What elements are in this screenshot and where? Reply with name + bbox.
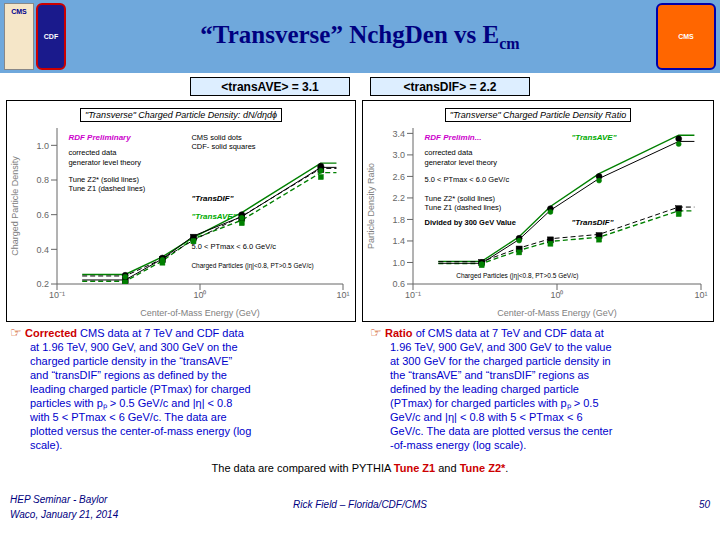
- html-text:50: 50: [698, 499, 710, 510]
- svg-text:10¹: 10¹: [694, 290, 707, 300]
- html-text:Tune Z2* (solid lines) Tune Z1: Tune Z2* (solid lines) Tune Z1 (dashed l…: [424, 193, 502, 212]
- html-text:1.96 TeV, 900 GeV, and 300 GeV: 1.96 TeV, 900 GeV, and 300 GeV to the va…: [390, 341, 613, 451]
- svg-text:10¹: 10¹: [336, 290, 349, 300]
- svg-text:0.6: 0.6: [36, 210, 49, 220]
- html-text:The data are compared with PYT: The data are compared with PYTHIA Tune Z…: [211, 462, 509, 474]
- html-text:Charged Particles (|η|<0.8, PT: Charged Particles (|η|<0.8, PT>0.5 GeV/c…: [456, 271, 579, 279]
- html-text:5.0 < PTmax < 6.0 GeV/c: 5.0 < PTmax < 6.0 GeV/c: [191, 241, 276, 251]
- html-text:"TransAVE": "TransAVE": [571, 132, 617, 142]
- html-text:RDF Prelimin...: RDF Prelimin...: [424, 132, 482, 142]
- html-text:5.0 < PTmax < 6.0 GeV/c: 5.0 < PTmax < 6.0 GeV/c: [424, 174, 510, 184]
- svg-text:2.6: 2.6: [392, 172, 405, 182]
- html-text:☞ Corrected CMS data at 7 TeV: ☞ Corrected CMS data at 7 TeV and CDF da…: [10, 325, 244, 340]
- html-text:HEP Seminar - Baylor: HEP Seminar - Baylor: [10, 494, 108, 505]
- html-text:"TransAVE": "TransAVE": [191, 212, 237, 222]
- svg-text:Charged Particle Density: Charged Particle Density: [10, 156, 20, 256]
- svg-text:10⁰: 10⁰: [193, 290, 206, 300]
- html-text:<transDIF> = 2.2: <transDIF> = 2.2: [403, 79, 497, 94]
- svg-text:1.4: 1.4: [392, 236, 405, 246]
- svg-text:Center-of-Mass Energy (GeV): Center-of-Mass Energy (GeV): [497, 308, 617, 318]
- html-text:corrected data generator level: corrected data generator level theory: [68, 148, 141, 167]
- svg-text:10⁻¹: 10⁻¹: [49, 290, 65, 300]
- html-text:CMS solid dots CDF- solid squa: CMS solid dots CDF- solid squares: [191, 132, 256, 151]
- html-text:"Transverse" Charged Particle: "Transverse" Charged Particle Density: d…: [85, 110, 277, 120]
- html-text:"TransDIF": "TransDIF": [191, 193, 234, 203]
- html-text:☞ Ratio of CMS data at 7 TeV a: ☞ Ratio of CMS data at 7 TeV and CDF dat…: [370, 325, 604, 340]
- html-text:corrected data generator level: corrected data generator level theory: [424, 148, 498, 167]
- html-text:“Transverse” NchgDen vs Ecm: “Transverse” NchgDen vs Ecm: [200, 20, 520, 52]
- svg-text:3.0: 3.0: [392, 150, 405, 160]
- html-text:"Transverse" Charged Particle: "Transverse" Charged Particle Density Ra…: [449, 110, 627, 120]
- html-text:<transAVE> = 3.1: <transAVE> = 3.1: [221, 79, 319, 94]
- svg-text:1.0: 1.0: [392, 258, 405, 268]
- svg-text:0.4: 0.4: [36, 245, 49, 255]
- html-text:at 1.96 TeV, 900 GeV, and 300: at 1.96 TeV, 900 GeV, and 300 GeV on the…: [30, 341, 252, 451]
- html-text:Rick Field – Florida/CDF/CMS: Rick Field – Florida/CDF/CMS: [293, 499, 427, 510]
- html-text:CMS: CMS: [678, 33, 694, 40]
- html-text:Charged Particles (|η|<0.8, PT: Charged Particles (|η|<0.8, PT>0.5 GeV/c…: [191, 262, 314, 270]
- svg-text:1.8: 1.8: [392, 215, 405, 225]
- svg-text:1.0: 1.0: [36, 141, 49, 151]
- svg-text:10⁰: 10⁰: [550, 290, 563, 300]
- svg-text:Center-of-Mass Energy (GeV): Center-of-Mass Energy (GeV): [140, 308, 260, 318]
- svg-text:0.2: 0.2: [36, 279, 49, 289]
- svg-text:10⁻¹: 10⁻¹: [405, 290, 421, 300]
- html-text:Tune Z2* (solid lines) Tune Z1: Tune Z2* (solid lines) Tune Z1 (dashed l…: [68, 174, 146, 194]
- html-text:CDF: CDF: [43, 33, 59, 40]
- svg-text:0.6: 0.6: [392, 279, 405, 289]
- svg-text:3.4: 3.4: [392, 129, 405, 139]
- html-text:Divided by 300 GeV Value: Divided by 300 GeV Value: [424, 218, 516, 228]
- html-text:"TransDIF": "TransDIF": [571, 218, 614, 228]
- html-text:Waco, January 21, 2014: Waco, January 21, 2014: [10, 509, 119, 520]
- html-text:CMS: CMS: [11, 8, 27, 15]
- html-text:RDF Preliminary: RDF Preliminary: [68, 132, 131, 142]
- svg-text:0.8: 0.8: [36, 175, 49, 185]
- svg-text:2.2: 2.2: [392, 193, 405, 203]
- svg-text:Particle Density Ratio: Particle Density Ratio: [366, 163, 376, 249]
